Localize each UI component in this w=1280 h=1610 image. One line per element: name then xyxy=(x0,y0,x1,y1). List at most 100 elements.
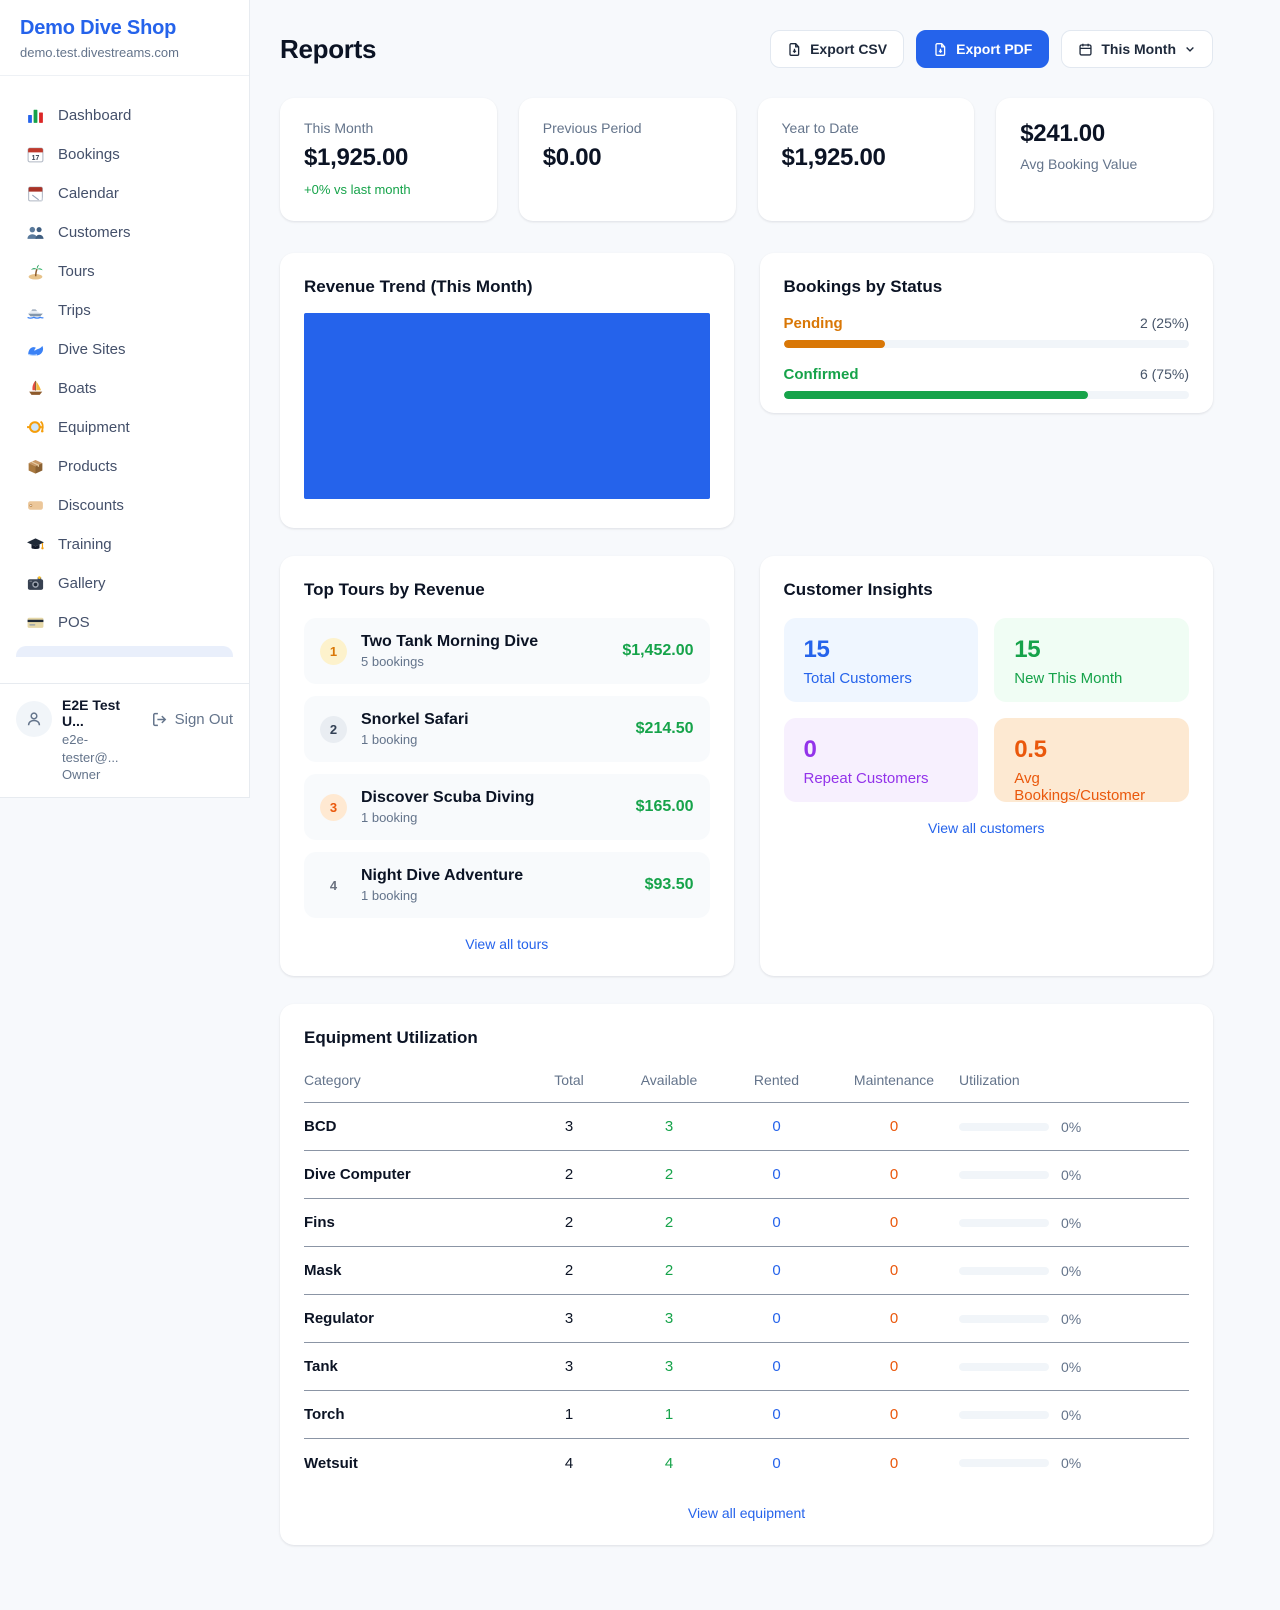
revenue-trend-title: Revenue Trend (This Month) xyxy=(304,277,533,296)
period-dropdown[interactable]: This Month xyxy=(1061,30,1213,68)
cell-available: 2 xyxy=(664,1214,674,1231)
utilization-pct: 0% xyxy=(1061,1262,1082,1279)
sidebar-item-discounts[interactable]: Discounts xyxy=(14,486,235,525)
sidebar-item-tours[interactable]: Tours xyxy=(14,252,235,291)
sidebar-item-bookings[interactable]: 17 Bookings xyxy=(14,135,235,174)
rank-badge: 4 xyxy=(329,877,338,893)
utilization-pct: 0% xyxy=(1061,1406,1082,1423)
sidebar-item-label: Customers xyxy=(58,224,131,241)
sidebar-item-pos[interactable]: POS xyxy=(14,603,235,642)
file-download-icon xyxy=(935,42,946,56)
col-category: Category xyxy=(304,1072,361,1088)
sidebar-item-gallery[interactable]: Gallery xyxy=(14,564,235,603)
package-icon xyxy=(26,457,45,476)
tour-row: 4 Night Dive Adventure 1 booking $93.50 xyxy=(304,852,710,918)
insight-tile-total-customers: 15 Total Customers xyxy=(783,618,979,702)
cell-maintenance: 0 xyxy=(889,1166,899,1183)
sidebar-item-label: Tours xyxy=(58,263,95,280)
tour-amount: $1,452.00 xyxy=(622,642,694,659)
sidebar-item-trips[interactable]: Trips xyxy=(14,291,235,330)
sidebar-item-customers[interactable]: Customers xyxy=(14,213,235,252)
calendar-date-icon: 17 xyxy=(26,145,45,164)
tour-bookings: 1 booking xyxy=(361,732,418,747)
cell-available: 3 xyxy=(664,1310,674,1327)
cell-rented: 0 xyxy=(772,1454,781,1472)
stat-label: This Month xyxy=(304,120,374,136)
tour-amount: $165.00 xyxy=(635,798,694,815)
insight-label: Avg Bookings/Customer xyxy=(1014,770,1146,804)
col-total: Total xyxy=(554,1072,584,1088)
sidebar-item-boats[interactable]: Boats xyxy=(14,369,235,408)
tour-amount: $214.50 xyxy=(635,720,694,737)
stat-label: Previous Period xyxy=(542,120,642,136)
tour-row: 3 Discover Scuba Diving 1 booking $165.0… xyxy=(304,774,710,840)
header-actions: Export CSV Export PDF This Month xyxy=(770,30,1213,68)
speedboat-icon xyxy=(26,301,45,320)
export-pdf-button[interactable]: Export PDF xyxy=(916,30,1050,68)
col-maintenance: Maintenance xyxy=(853,1072,935,1088)
sign-out-button[interactable]: Sign Out xyxy=(151,711,233,728)
cell-utilization: 0% xyxy=(959,1311,1189,1327)
tour-row: 2 Snorkel Safari 1 booking $214.50 xyxy=(304,696,710,762)
cell-utilization: 0% xyxy=(959,1263,1189,1279)
view-all-equipment-link[interactable]: View all equipment xyxy=(687,1505,806,1521)
stat-delta: +0% vs last month xyxy=(304,182,411,197)
cell-available: 3 xyxy=(664,1358,674,1375)
insight-label: Repeat Customers xyxy=(803,770,929,787)
cell-rented: 0 xyxy=(772,1406,781,1423)
sidebar-item-equipment[interactable]: Equipment xyxy=(14,408,235,447)
sidebar: Demo Dive Shop demo.test.divestreams.com… xyxy=(0,0,250,798)
cell-available: 2 xyxy=(664,1262,674,1279)
sidebar-item-label: Equipment xyxy=(58,419,130,436)
utilization-pct: 0% xyxy=(1061,1214,1082,1231)
table-row: BCD 3 3 0 0 0% xyxy=(304,1103,1189,1151)
rank-badge: 1 xyxy=(320,637,347,665)
rank-badge: 2 xyxy=(320,715,347,743)
equipment-utilization-card: Equipment Utilization Category Total Ava… xyxy=(280,1004,1213,1545)
sidebar-item-products[interactable]: Products xyxy=(14,447,235,486)
sidebar-item-training[interactable]: Training xyxy=(14,525,235,564)
sidebar-item-label: Products xyxy=(58,458,118,475)
status-row-pending: Pending 2 (25%) xyxy=(783,315,1189,348)
main-content: Reports Export CSV Export PDF This Month… xyxy=(250,0,1280,1545)
bookings-by-status-card: Bookings by Status Pending 2 (25%) Confi… xyxy=(759,253,1213,413)
cell-maintenance: 0 xyxy=(889,1214,899,1231)
island-icon xyxy=(26,262,45,281)
sidebar-item-dashboard[interactable]: Dashboard xyxy=(14,96,235,135)
bookings-by-status-title: Bookings by Status xyxy=(783,277,943,296)
sidebar-item-dive-sites[interactable]: Dive Sites xyxy=(14,330,235,369)
insight-value: 0 xyxy=(803,736,817,763)
insight-grid: 15 Total Customers 15 New This Month 0 R… xyxy=(783,618,1189,804)
stat-value: $1,925.00 xyxy=(304,144,409,171)
cell-category: Regulator xyxy=(304,1310,375,1327)
view-all-customers-link[interactable]: View all customers xyxy=(928,820,1045,836)
tag-icon xyxy=(26,496,45,515)
cell-available: 2 xyxy=(664,1166,674,1183)
sidebar-item-calendar[interactable]: Calendar xyxy=(14,174,235,213)
view-all-tours-link[interactable]: View all tours xyxy=(465,936,549,952)
cell-utilization: 0% xyxy=(959,1167,1189,1183)
table-row: Tank 3 3 0 0 0% xyxy=(304,1343,1189,1391)
sidebar-item-label: Gallery xyxy=(58,575,106,592)
sidebar-item-label: Trips xyxy=(58,302,91,319)
progress-fill xyxy=(783,391,1088,399)
cell-maintenance: 0 xyxy=(889,1454,899,1472)
insight-value: 15 xyxy=(803,636,830,663)
utilization-pct: 0% xyxy=(1061,1310,1082,1327)
user-email: e2e-tester@... xyxy=(62,732,119,765)
user-box: E2E Test U... e2e-tester@... Owner Sign … xyxy=(0,683,249,797)
insight-tile-new-this-month: 15 New This Month xyxy=(994,618,1189,702)
export-csv-button[interactable]: Export CSV xyxy=(770,30,905,68)
utilization-pct: 0% xyxy=(1061,1118,1082,1135)
cell-total: 2 xyxy=(564,1166,574,1183)
utilization-pct: 0% xyxy=(1061,1455,1082,1471)
revenue-trend-chart xyxy=(304,313,710,499)
tour-name: Discover Scuba Diving xyxy=(361,789,535,806)
cell-rented: 0 xyxy=(772,1358,781,1375)
progress-fill xyxy=(783,340,885,348)
cell-category: Dive Computer xyxy=(304,1166,411,1183)
rank-badge: 3 xyxy=(320,793,347,821)
cell-total: 3 xyxy=(564,1358,574,1375)
sidebar-item-partial-active[interactable] xyxy=(16,646,233,657)
cell-utilization: 0% xyxy=(959,1455,1189,1471)
